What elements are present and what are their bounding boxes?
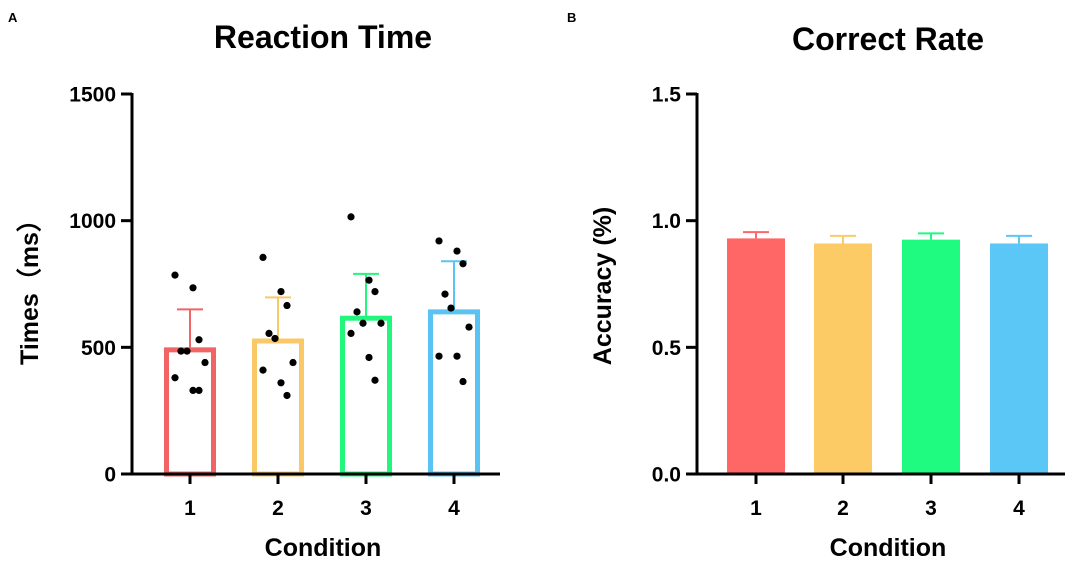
chart-a-data-point-4-3 <box>459 260 467 268</box>
chart-a-bar-1 <box>164 347 216 477</box>
chart-a-data-point-3-4 <box>353 308 361 316</box>
chart-b-y-tick-label-0.5: 0.5 <box>652 337 682 360</box>
panel-b-letter: B <box>567 10 576 25</box>
chart-a-data-point-1-9 <box>195 386 203 394</box>
chart-b-plot-area: 0.0 0.5 1.0 1.5 1 2 3 4 <box>652 84 1065 520</box>
chart-a-data-point-4-6 <box>465 323 473 331</box>
chart-a-data-point-3-6 <box>377 319 385 327</box>
chart-a-data-point-1-6 <box>201 358 209 367</box>
chart-b-bar-1 <box>727 238 785 474</box>
chart-a-bar-4 <box>428 309 480 477</box>
chart-a-y-tick-label-0: 0 <box>104 464 116 487</box>
panel-b: B Correct Rate Accuracy (%) Condition 0.… <box>567 10 1065 562</box>
chart-a-data-point-1-4 <box>177 347 185 355</box>
chart-b-x-tick-label-4: 4 <box>1013 497 1025 520</box>
chart-a-bar-3 <box>340 315 392 477</box>
chart-a-data-point-2-9 <box>283 391 291 400</box>
chart-a-data-point-2-4 <box>265 329 273 337</box>
chart-a-data-point-3-3 <box>371 288 379 296</box>
chart-a-data-point-3-1 <box>347 213 355 221</box>
chart-b-x-tick-label-1: 1 <box>750 497 762 520</box>
chart-a-data-point-1-1 <box>171 271 179 279</box>
chart-a-title: Reaction Time <box>214 19 432 55</box>
chart-a-plot-area: 0 500 1000 1500 1 2 3 4 <box>69 84 500 520</box>
chart-a-data-point-2-3 <box>283 301 291 310</box>
chart-a-data-point-1-2 <box>189 284 197 292</box>
chart-a-data-point-4-8 <box>453 352 461 360</box>
panel-a: A Reaction Time Times（ms） Condition 0 500… <box>8 10 500 562</box>
chart-b-title: Correct Rate <box>792 21 984 57</box>
chart-a-data-point-4-9 <box>459 377 467 386</box>
chart-a-data-point-3-8 <box>365 353 373 362</box>
chart-a-data-point-4-1 <box>435 237 443 245</box>
chart-b-y-tick-label-1.5: 1.5 <box>652 84 682 107</box>
chart-a-data-point-4-7 <box>435 352 443 360</box>
chart-a-data-point-2-1 <box>259 253 267 261</box>
chart-a-data-point-4-5 <box>447 304 455 312</box>
chart-a-data-point-4-4 <box>441 290 449 298</box>
chart-a-y-axis-title: Times（ms） <box>15 207 44 365</box>
chart-a-data-point-1-5 <box>183 347 191 355</box>
chart-b-bar-2 <box>814 243 872 474</box>
chart-a-x-tick-label-4: 4 <box>448 497 460 520</box>
chart-a-data-point-2-7 <box>259 366 267 374</box>
chart-a-y-tick-label-500: 500 <box>81 337 116 360</box>
panel-a-letter: A <box>8 10 18 25</box>
chart-b-x-tick-label-3: 3 <box>925 497 937 520</box>
chart-a-data-point-2-2 <box>277 288 285 296</box>
chart-a-x-axis-title: Condition <box>265 534 382 562</box>
chart-a-y-tick-label-1500: 1500 <box>69 84 116 107</box>
chart-b-x-tick-label-2: 2 <box>837 497 849 520</box>
chart-a-x-tick-label-2: 2 <box>272 497 284 520</box>
chart-a-data-point-1-3 <box>195 336 203 344</box>
chart-a-data-point-1-8 <box>189 386 197 394</box>
chart-b-x-axis-title: Condition <box>830 534 947 562</box>
chart-b-bar-4 <box>990 243 1048 474</box>
chart-b-y-axis-title: Accuracy (%) <box>589 207 617 365</box>
chart-a-data-point-3-7 <box>347 329 355 337</box>
chart-a-data-point-3-2 <box>365 276 373 284</box>
chart-a-data-point-4-2 <box>453 247 461 255</box>
chart-a-data-point-3-9 <box>371 376 379 384</box>
chart-a-data-point-2-6 <box>289 358 297 367</box>
chart-a-data-point-2-8 <box>277 379 285 387</box>
chart-b-bar-3 <box>902 239 960 474</box>
chart-b-y-tick-label-1.0: 1.0 <box>652 210 681 233</box>
chart-a-y-tick-label-1000: 1000 <box>69 210 116 233</box>
chart-b-y-tick-label-0.0: 0.0 <box>652 464 681 487</box>
chart-a-x-tick-label-1: 1 <box>184 497 196 520</box>
chart-a-data-point-2-5 <box>271 334 279 343</box>
chart-a-data-point-1-7 <box>171 374 179 382</box>
chart-a-data-point-3-5 <box>359 319 367 327</box>
chart-a-x-tick-label-3: 3 <box>360 497 372 520</box>
